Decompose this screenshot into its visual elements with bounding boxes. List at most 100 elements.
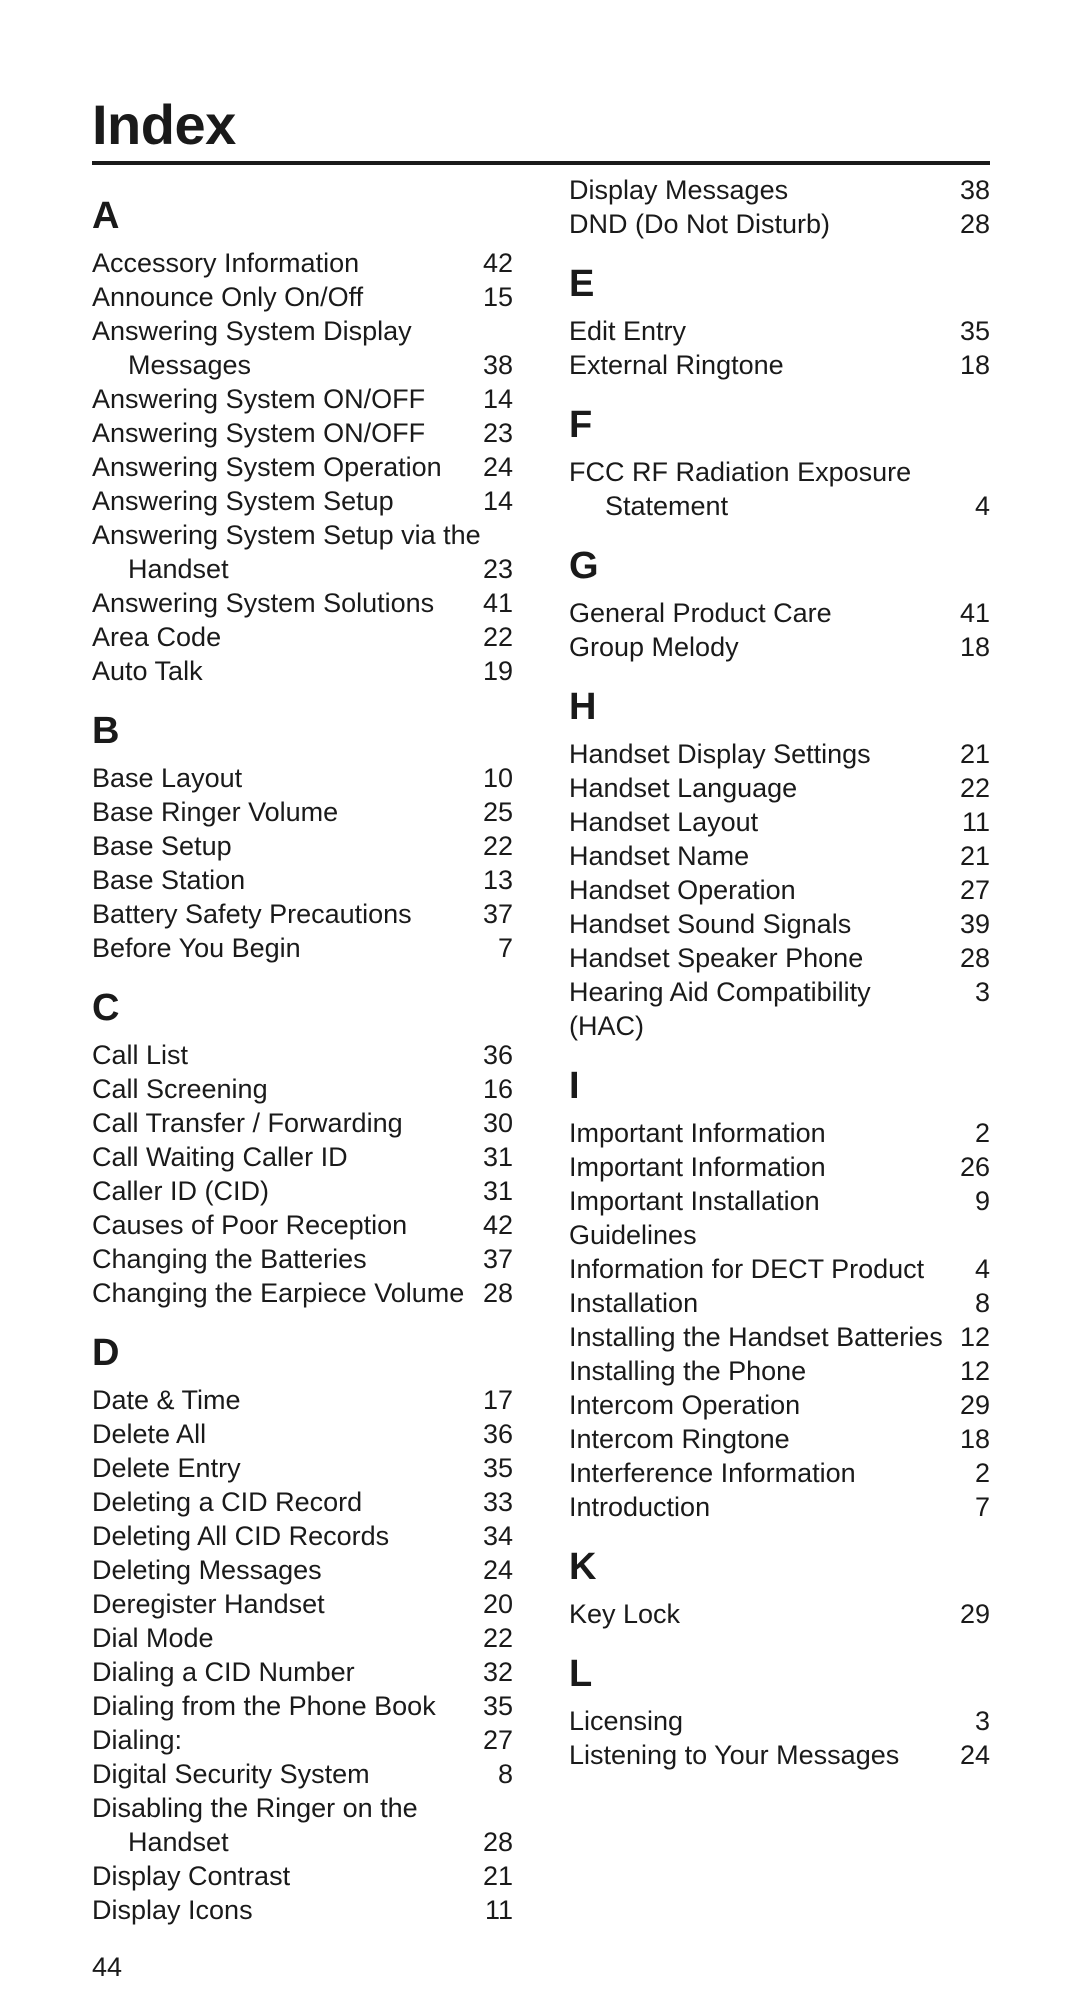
spacer: [784, 348, 950, 382]
index-term: Handset Layout: [569, 805, 758, 839]
index-entry: Handset Speaker Phone28: [569, 941, 990, 975]
index-term: Deleting Messages: [92, 1553, 322, 1587]
index-term: Auto Talk: [92, 654, 203, 688]
index-entry: Handset23: [92, 552, 513, 586]
index-page-ref: 9: [950, 1184, 990, 1252]
index-page-ref: 22: [473, 1621, 513, 1655]
spacer: [788, 173, 950, 207]
index-page-ref: 22: [950, 771, 990, 805]
spacer: [325, 1587, 473, 1621]
spacer: [407, 1208, 473, 1242]
index-entry: Battery Safety Precautions37: [92, 897, 513, 931]
spacer: [698, 1286, 950, 1320]
index-entry: Base Ringer Volume25: [92, 795, 513, 829]
index-letter: H: [569, 686, 990, 729]
index-page-ref: 12: [950, 1354, 990, 1388]
index-page-ref: 4: [950, 489, 990, 523]
spacer: [363, 280, 473, 314]
index-entry: Announce Only On/Off15: [92, 280, 513, 314]
index-page-ref: 8: [950, 1286, 990, 1320]
spacer: [355, 1655, 473, 1689]
index-page-ref: 2: [950, 1456, 990, 1490]
index-entry: Answering System Setup via the: [92, 518, 513, 552]
index-term: Base Setup: [92, 829, 232, 863]
index-term: Installing the Handset Batteries: [569, 1320, 943, 1354]
spacer: [206, 1417, 473, 1451]
index-page-ref: 22: [473, 829, 513, 863]
index-term: Handset Speaker Phone: [569, 941, 863, 975]
spacer: [924, 1252, 950, 1286]
index-term: Installing the Phone: [569, 1354, 806, 1388]
index-term: Listening to Your Messages: [569, 1738, 899, 1772]
spacer: [290, 1859, 473, 1893]
spacer: [229, 1825, 473, 1859]
index-term: Intercom Operation: [569, 1388, 800, 1422]
spacer: [389, 1519, 473, 1553]
spacer: [481, 518, 513, 552]
index-page-ref: 28: [950, 207, 990, 241]
index-term: Announce Only On/Off: [92, 280, 363, 314]
index-page-ref: 27: [950, 873, 990, 907]
index-term: Accessory Information: [92, 246, 359, 280]
index-page-ref: 35: [950, 314, 990, 348]
index-entry: Deleting Messages 24: [92, 1553, 513, 1587]
index-term: Call List: [92, 1038, 188, 1072]
index-term: Base Station: [92, 863, 245, 897]
index-term: Causes of Poor Reception: [92, 1208, 407, 1242]
spacer: [221, 620, 473, 654]
index-term: Handset Display Settings: [569, 737, 871, 771]
index-term: Call Transfer / Forwarding: [92, 1106, 403, 1140]
index-letter: L: [569, 1653, 990, 1696]
spacer: [826, 1116, 950, 1150]
spacer: [425, 416, 473, 450]
index-page-ref: 30: [473, 1106, 513, 1140]
index-term: Delete All: [92, 1417, 206, 1451]
spacer: [806, 1354, 950, 1388]
index-page-ref: 23: [473, 552, 513, 586]
index-entry: Installing the Handset Batteries12: [569, 1320, 990, 1354]
index-term: Call Waiting Caller ID: [92, 1140, 348, 1174]
page-number: 44: [92, 1952, 122, 1983]
index-entry: Answering System Operation24: [92, 450, 513, 484]
spacer: [269, 1174, 473, 1208]
index-term: Dial Mode: [92, 1621, 214, 1655]
index-page-ref: 18: [950, 630, 990, 664]
spacer: [203, 654, 473, 688]
index-entry: Call Screening16: [92, 1072, 513, 1106]
spacer: [245, 863, 473, 897]
index-term: Display Contrast: [92, 1859, 290, 1893]
spacer: [442, 450, 473, 484]
spacer: [749, 839, 950, 873]
spacer: [348, 1140, 473, 1174]
index-page-ref: 8: [473, 1757, 513, 1791]
index-page-ref: 24: [473, 1553, 513, 1587]
index-term: Changing the Batteries: [92, 1242, 367, 1276]
index-term: Disabling the Ringer on the: [92, 1791, 418, 1825]
index-term: Important Installation Guidelines: [569, 1184, 944, 1252]
index-entry: Interference Information2: [569, 1456, 990, 1490]
index-page-ref: 22: [473, 620, 513, 654]
index-term: Answering System ON/OFF: [92, 382, 425, 416]
index-page-ref: 35: [473, 1689, 513, 1723]
index-entry: Handset Sound Signals39: [569, 907, 990, 941]
index-columns: AAccessory Information42Announce Only On…: [92, 173, 990, 1933]
spacer: [832, 596, 950, 630]
index-term: Dialing a CID Number: [92, 1655, 355, 1689]
index-page-ref: 29: [950, 1597, 990, 1631]
spacer: [322, 1553, 473, 1587]
spacer: [418, 1791, 513, 1825]
index-page: Index AAccessory Information42Announce O…: [0, 0, 1080, 2016]
index-page-ref: 11: [950, 805, 990, 839]
index-page-ref: 19: [473, 654, 513, 688]
spacer: [359, 246, 473, 280]
index-entry: Causes of Poor Reception42: [92, 1208, 513, 1242]
index-term: Answering System ON/OFF: [92, 416, 425, 450]
index-term: Answering System Display: [92, 314, 412, 348]
index-entry: Display Contrast21: [92, 1859, 513, 1893]
index-entry: Dialing from the Phone Book35: [92, 1689, 513, 1723]
index-term: DND (Do Not Disturb): [569, 207, 830, 241]
index-term: Hearing Aid Compatibility (HAC): [569, 975, 944, 1043]
index-page-ref: 24: [473, 450, 513, 484]
spacer: [370, 1757, 473, 1791]
spacer: [826, 1150, 950, 1184]
